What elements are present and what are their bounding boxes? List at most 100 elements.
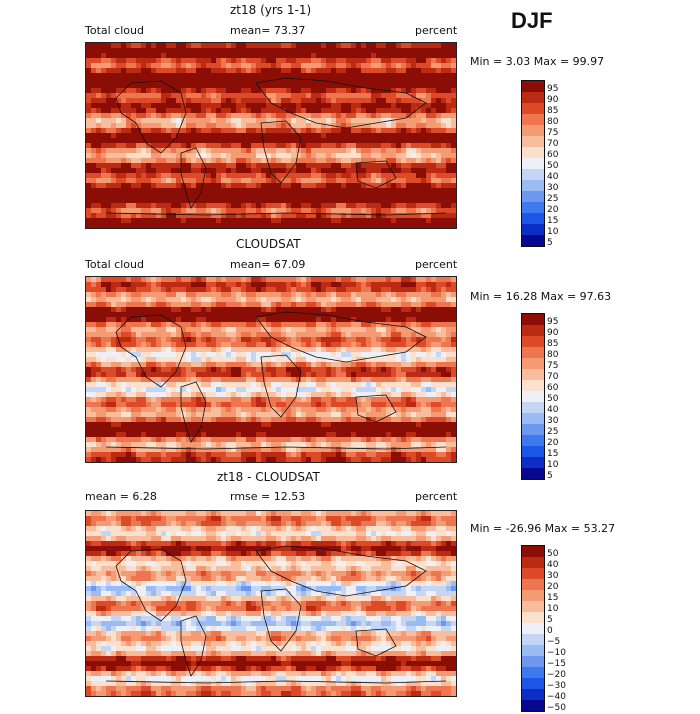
colorbar-swatch (522, 169, 544, 180)
colorbar-swatch (522, 678, 544, 689)
colorbar-swatch (522, 689, 544, 700)
colorbar-swatch (522, 147, 544, 158)
colorbar-label: 30 (547, 571, 559, 581)
colorbar-swatch (522, 325, 544, 336)
colorbar-swatch (522, 402, 544, 413)
panel-3-units: percent (415, 490, 458, 503)
colorbar-label: 25 (547, 194, 559, 204)
colorbar-swatch (522, 92, 544, 103)
colorbar-label: 10 (547, 604, 559, 614)
colorbar-swatch (522, 413, 544, 424)
colorbar-swatch (522, 568, 544, 579)
colorbar-label: 20 (547, 438, 559, 448)
colorbar-label: 25 (547, 427, 559, 437)
colorbar-swatch (522, 213, 544, 224)
panel-3-colorbar (521, 545, 545, 712)
colorbar-label: 5 (547, 615, 553, 625)
panel-3-map (85, 510, 457, 697)
colorbar-swatch (522, 202, 544, 213)
colorbar-label: 95 (547, 317, 559, 327)
colorbar-label: 80 (547, 350, 559, 360)
colorbar-swatch (522, 623, 544, 634)
colorbar-swatch (522, 667, 544, 678)
panel-2-units: percent (415, 258, 458, 271)
colorbar-swatch (522, 180, 544, 191)
colorbar-swatch (522, 634, 544, 645)
panel-2-map (85, 276, 457, 463)
panel-1-colorbar (521, 80, 545, 247)
colorbar-label: 70 (547, 372, 559, 382)
colorbar-swatch (522, 446, 544, 457)
colorbar-label: −40 (547, 692, 566, 702)
colorbar-swatch (522, 590, 544, 601)
colorbar-swatch (522, 579, 544, 590)
colorbar-label: 85 (547, 339, 559, 349)
colorbar-label: 80 (547, 117, 559, 127)
colorbar-swatch (522, 136, 544, 147)
colorbar-label: 5 (547, 238, 553, 248)
colorbar-label: 40 (547, 405, 559, 415)
colorbar-label: 60 (547, 383, 559, 393)
colorbar-label: 40 (547, 560, 559, 570)
colorbar-label: 30 (547, 183, 559, 193)
colorbar-swatch (522, 336, 544, 347)
colorbar-swatch (522, 645, 544, 656)
colorbar-swatch (522, 224, 544, 235)
colorbar-label: 50 (547, 394, 559, 404)
season-label: DJF (511, 8, 553, 33)
panel-2-minmax: Min = 16.28 Max = 97.63 (470, 290, 612, 303)
colorbar-swatch (522, 235, 544, 246)
colorbar-swatch (522, 601, 544, 612)
panel-1-title: zt18 (yrs 1-1) (230, 3, 312, 17)
colorbar-label: 60 (547, 150, 559, 160)
colorbar-swatch (522, 158, 544, 169)
colorbar-label: 50 (547, 549, 559, 559)
panel-1-minmax: Min = 3.03 Max = 99.97 (470, 55, 605, 68)
colorbar-swatch (522, 103, 544, 114)
colorbar-label: −20 (547, 670, 566, 680)
colorbar-label: 15 (547, 593, 559, 603)
colorbar-swatch (522, 369, 544, 380)
colorbar-label: 75 (547, 361, 559, 371)
colorbar-label: 75 (547, 128, 559, 138)
colorbar-swatch (522, 700, 544, 711)
colorbar-label: −5 (547, 637, 561, 647)
colorbar-label: 0 (547, 626, 553, 636)
panel-3-title: zt18 - CLOUDSAT (217, 470, 320, 484)
colorbar-label: −50 (547, 703, 566, 713)
colorbar-swatch (522, 656, 544, 667)
panel-2-title: CLOUDSAT (236, 237, 301, 251)
panel-1-units: percent (415, 24, 458, 37)
panel-2-mean: mean= 67.09 (230, 258, 306, 271)
colorbar-label: 10 (547, 227, 559, 237)
colorbar-label: −15 (547, 659, 566, 669)
colorbar-label: 90 (547, 95, 559, 105)
colorbar-label: 20 (547, 205, 559, 215)
colorbar-label: −30 (547, 681, 566, 691)
colorbar-swatch (522, 557, 544, 568)
colorbar-swatch (522, 380, 544, 391)
colorbar-swatch (522, 347, 544, 358)
colorbar-label: 15 (547, 449, 559, 459)
colorbar-label: −10 (547, 648, 566, 658)
colorbar-label: 30 (547, 416, 559, 426)
panel-3-minmax: Min = -26.96 Max = 53.27 (470, 522, 616, 535)
colorbar-label: 85 (547, 106, 559, 116)
colorbar-swatch (522, 191, 544, 202)
colorbar-swatch (522, 125, 544, 136)
colorbar-swatch (522, 81, 544, 92)
colorbar-swatch (522, 468, 544, 479)
colorbar-label: 5 (547, 471, 553, 481)
colorbar-swatch (522, 391, 544, 402)
panel-1-variable-label: Total cloud (85, 24, 144, 37)
colorbar-swatch (522, 457, 544, 468)
colorbar-swatch (522, 114, 544, 125)
colorbar-swatch (522, 435, 544, 446)
colorbar-label: 50 (547, 161, 559, 171)
panel-3-mean: mean = 6.28 (85, 490, 157, 503)
colorbar-label: 15 (547, 216, 559, 226)
colorbar-swatch (522, 612, 544, 623)
colorbar-swatch (522, 424, 544, 435)
colorbar-swatch (522, 546, 544, 557)
panel-3-rmse: rmse = 12.53 (230, 490, 306, 503)
